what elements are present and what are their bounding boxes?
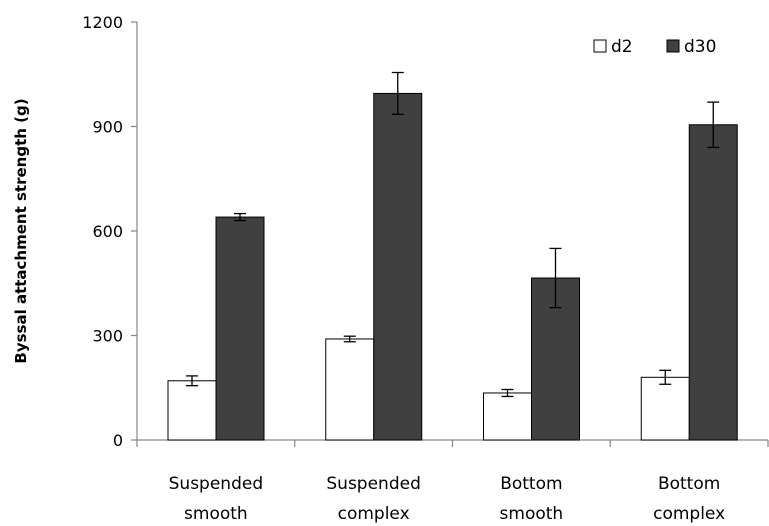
y-tick-label: 600 — [92, 222, 123, 241]
category-labels: Suspended smooth Suspended complex Bottom smo… — [169, 474, 726, 524]
bar-d2 — [483, 392, 532, 441]
bar-d30 — [688, 124, 738, 441]
legend-swatch-d30 — [666, 39, 680, 53]
y-axis: 0 300 600 900 1200 — [82, 13, 138, 450]
bar-d2 — [325, 338, 375, 441]
y-axis-label: Byssal attachment strength (g) — [12, 98, 30, 363]
legend: d2 d30 — [593, 37, 716, 57]
y-tick-label: 0 — [113, 431, 123, 450]
category-label: Suspended — [169, 474, 264, 494]
legend-label-d2: d2 — [611, 37, 633, 57]
legend-label-d30: d30 — [684, 37, 716, 57]
category-label: Bottom — [500, 474, 562, 494]
bar-d2 — [167, 380, 217, 441]
category-label: smooth — [500, 504, 564, 524]
category-label: complex — [338, 504, 410, 524]
bar-d30 — [215, 216, 265, 441]
bar-d2 — [640, 376, 690, 441]
category-label: complex — [653, 504, 725, 524]
category-label: Suspended — [326, 474, 421, 494]
legend-swatch-d2 — [593, 39, 607, 53]
x-axis — [136, 439, 769, 447]
y-tick-label: 900 — [92, 118, 123, 137]
bars — [167, 71, 738, 441]
y-tick-label: 300 — [92, 327, 123, 346]
y-tick-label: 1200 — [82, 13, 123, 32]
bar-d30 — [373, 92, 423, 441]
category-label: smooth — [184, 504, 248, 524]
category-label: Bottom — [658, 474, 720, 494]
